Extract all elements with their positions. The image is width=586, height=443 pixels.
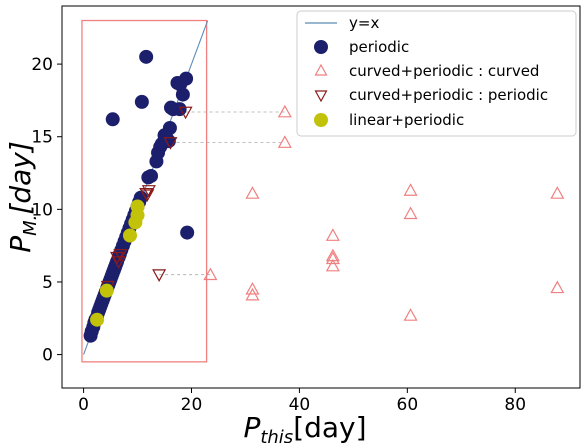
curved-periodic-point	[113, 248, 128, 262]
curved-point	[550, 186, 565, 199]
ticks: 0 20 40 60 80 0 5 10 15 20	[31, 55, 526, 415]
legend-label-linear: linear+periodic	[349, 111, 464, 129]
curved-point	[325, 251, 340, 265]
curved-point	[325, 228, 340, 241]
curved-periodic-point	[178, 106, 193, 120]
curved-periodic-point	[141, 185, 156, 198]
y-axis-label: PM.[day]	[4, 141, 41, 253]
curved-point	[550, 280, 565, 294]
legend-marker-curved-periodic	[314, 90, 328, 103]
curved-periodic-point	[152, 269, 167, 282]
periodic-point	[105, 112, 120, 127]
legend-frame	[296, 10, 577, 137]
periodic-point	[175, 87, 190, 102]
periodic-point	[179, 71, 194, 86]
linear-periodic-point	[130, 199, 145, 214]
legend-label-identity: y=x	[349, 14, 379, 32]
curved-periodic-point	[163, 137, 178, 150]
curved-point	[245, 287, 260, 301]
curved-periodic-point	[110, 251, 125, 265]
y-tick-label: 20	[31, 55, 53, 75]
curved-point	[277, 104, 292, 118]
plot-area	[81, 19, 565, 363]
periodic-point	[180, 225, 195, 240]
x-axis-label: Pthis[day]	[243, 411, 366, 443]
linear-periodic-point	[122, 228, 137, 243]
curved-point	[277, 135, 292, 148]
curved-periodic-point	[140, 189, 155, 203]
legend-label-curved: curved+periodic : curved	[349, 62, 539, 80]
legend-marker-curved	[314, 63, 328, 76]
curved-point	[403, 183, 418, 196]
legend-marker-linear	[314, 113, 328, 127]
x-tick-label: 80	[504, 395, 526, 415]
legend: y=x periodic curved+periodic : curved cu…	[296, 10, 577, 137]
periodic-point	[144, 168, 159, 183]
curved-point	[245, 186, 260, 199]
legend-marker-periodic	[314, 40, 328, 54]
axes-frame	[61, 5, 581, 389]
y-tick-label: 5	[42, 273, 53, 293]
linear-periodic-point	[90, 312, 105, 327]
periodic-point	[134, 94, 149, 109]
periodic-point	[162, 121, 177, 136]
curved-point	[403, 206, 418, 220]
curved-point	[245, 281, 260, 295]
curved-point	[203, 267, 218, 281]
periodic-point	[139, 49, 154, 64]
x-tick-label: 20	[181, 395, 203, 415]
legend-label-curved-periodic: curved+periodic : periodic	[349, 86, 548, 104]
x-tick-label: 40	[289, 395, 311, 415]
periodic-point	[172, 102, 187, 117]
linear-periodic-point	[99, 283, 114, 298]
y-tick-label: 15	[31, 128, 53, 148]
curved-point	[403, 308, 418, 321]
highlight-box	[81, 19, 208, 363]
x-tick-label: 0	[78, 395, 89, 415]
y-tick-label: 10	[31, 200, 53, 220]
y-tick-label: 0	[42, 346, 53, 366]
x-tick-label: 60	[397, 395, 419, 415]
legend-label-periodic: periodic	[349, 38, 409, 56]
curved-point	[325, 258, 340, 272]
